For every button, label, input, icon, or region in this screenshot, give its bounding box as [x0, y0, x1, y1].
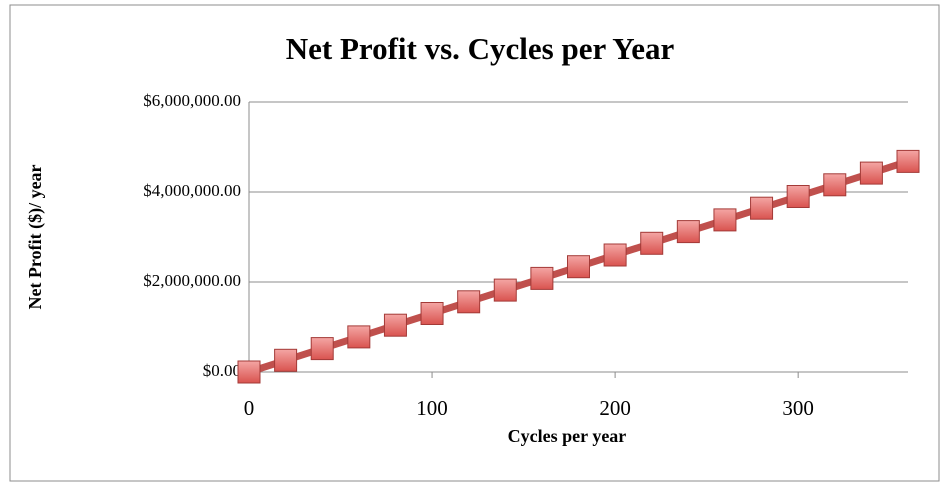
x-tick-label: 300 — [782, 396, 814, 420]
x-tick-label: 0 — [244, 396, 255, 420]
x-axis-label: Cycles per year — [508, 426, 627, 446]
marker — [896, 149, 920, 173]
marker — [420, 302, 444, 325]
marker — [310, 337, 334, 361]
marker — [823, 173, 847, 197]
marker — [383, 313, 407, 337]
y-tick-label: $4,000,000.00 — [143, 181, 241, 200]
marker — [530, 266, 554, 290]
marker — [603, 243, 627, 267]
marker — [713, 208, 737, 232]
marker — [676, 220, 700, 244]
x-tick-label: 200 — [599, 396, 631, 420]
y-tick-label: $2,000,000.00 — [143, 271, 241, 290]
y-tick-label: $6,000,000.00 — [143, 91, 241, 110]
marker — [347, 325, 371, 349]
marker — [786, 185, 810, 208]
marker — [567, 255, 590, 279]
marker — [640, 231, 664, 255]
marker — [493, 278, 517, 302]
chart-title: Net Profit vs. Cycles per Year — [286, 31, 675, 66]
y-tick-label: $0.00 — [203, 361, 241, 380]
marker — [237, 360, 261, 384]
y-axis-label: Net Profit ($)/ year — [25, 164, 46, 309]
x-tick-label: 100 — [416, 396, 448, 420]
marker — [274, 348, 298, 372]
marker — [859, 161, 883, 185]
chart-frame — [9, 4, 940, 482]
marker — [750, 196, 774, 220]
marker — [457, 290, 481, 314]
